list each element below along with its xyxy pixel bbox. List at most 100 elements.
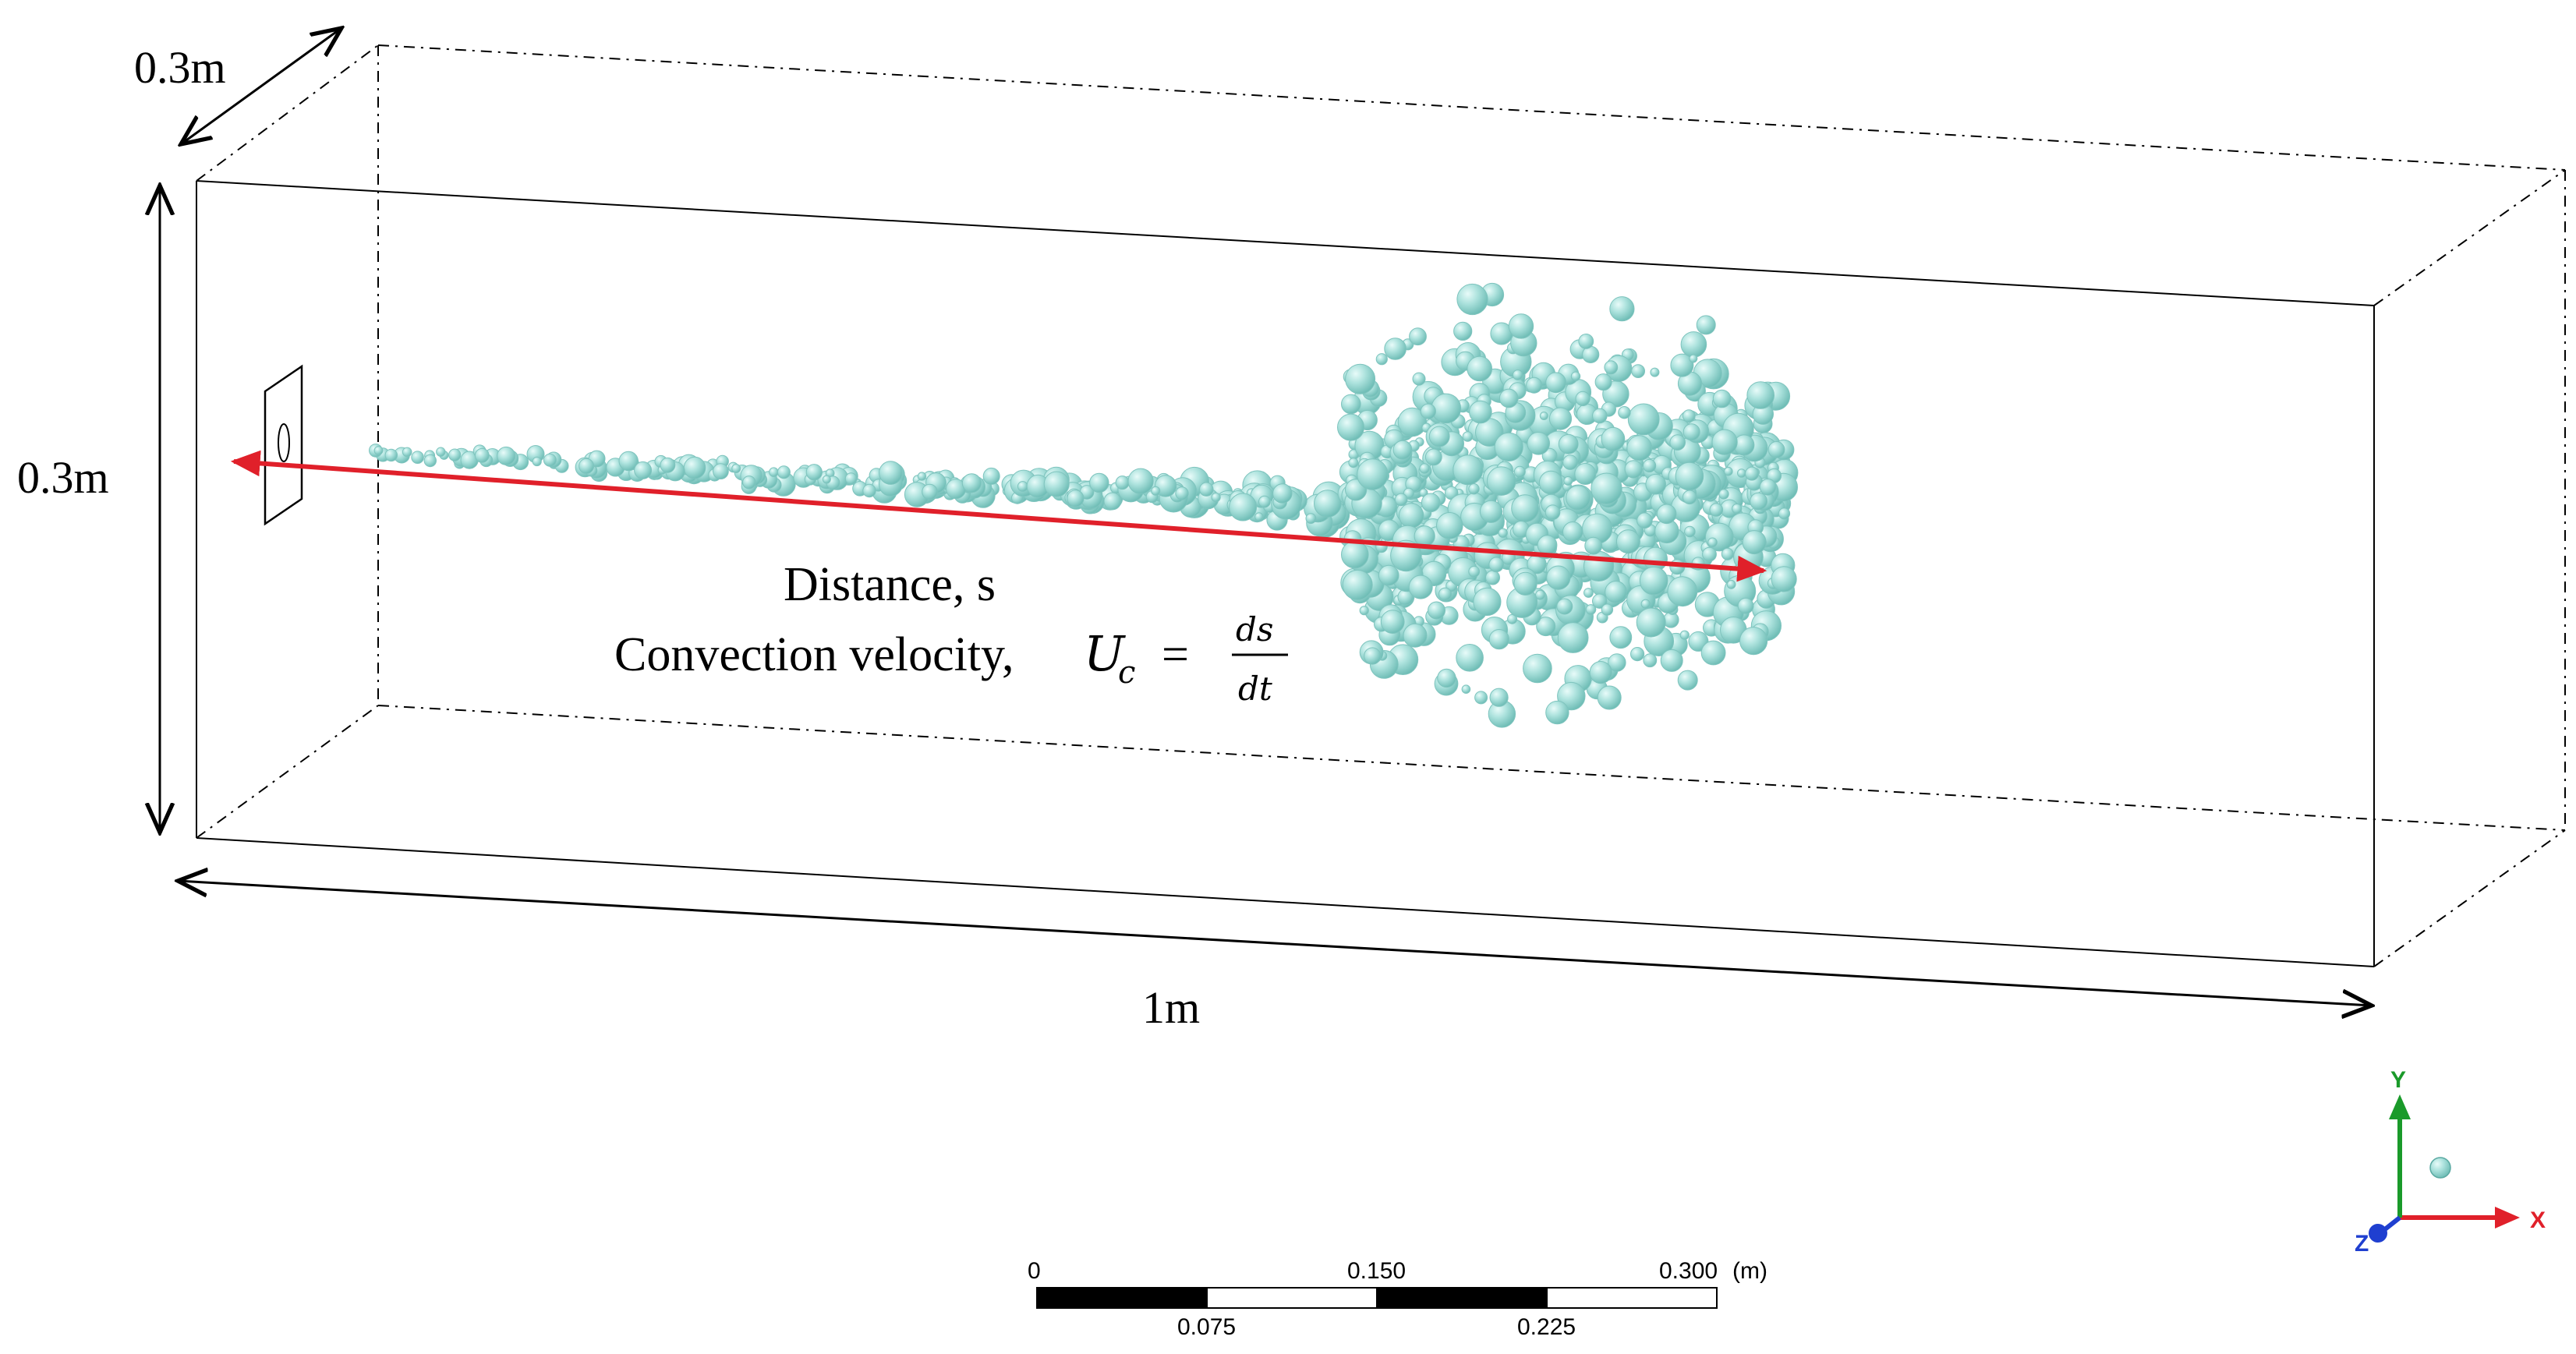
- bubble: [1089, 472, 1109, 493]
- bubble: [1615, 529, 1640, 554]
- scale-bar: 0 0.150 0.300 (m) 0.075 0.225: [1028, 1258, 1767, 1340]
- bubble: [1513, 571, 1537, 596]
- bubble: [1468, 483, 1480, 495]
- bubble: [1771, 566, 1797, 592]
- bubble: [1258, 495, 1271, 508]
- distance-label: Distance, s: [784, 558, 996, 611]
- bubble: [1589, 661, 1612, 684]
- bubble: [1512, 369, 1523, 380]
- depth-label: 0.3m: [134, 42, 226, 93]
- bubble: [1778, 507, 1791, 520]
- bubble: [1357, 458, 1389, 490]
- bubble: [777, 465, 791, 479]
- z-axis-label: Z: [2355, 1231, 2369, 1257]
- bubble: [1527, 432, 1550, 455]
- y-axis-label: Y: [2390, 1067, 2406, 1093]
- bubble: [1583, 588, 1594, 598]
- bubble: [634, 461, 653, 479]
- bubble: [1414, 525, 1435, 547]
- bubble: [1608, 653, 1626, 672]
- bubble: [1456, 644, 1484, 672]
- depth-arrow: [181, 28, 341, 144]
- bubble: [1486, 466, 1516, 496]
- velocity-subscript: c: [1118, 655, 1135, 691]
- bubble: [1563, 475, 1573, 486]
- bubble: [1683, 423, 1700, 441]
- bubble: [1474, 691, 1488, 705]
- scale-label-0: 0: [1028, 1258, 1041, 1284]
- bubble: [1438, 587, 1452, 601]
- convection-velocity-formula: Convection velocity, U c = ds dt: [614, 610, 1288, 708]
- bubble: [1513, 465, 1526, 478]
- bubble: [1545, 504, 1561, 521]
- bubble: [1453, 454, 1484, 486]
- bubble: [1384, 338, 1407, 360]
- bubble: [917, 472, 927, 481]
- bubble: [1712, 389, 1732, 408]
- length-arrow: [178, 881, 2372, 1006]
- bubble: [1631, 364, 1646, 379]
- bubble: [1597, 685, 1622, 710]
- bubble: [532, 456, 542, 467]
- scale-label-0225: 0.225: [1517, 1314, 1576, 1340]
- bubble: [1403, 623, 1428, 648]
- bubble: [1575, 391, 1591, 406]
- bubble: [579, 458, 595, 474]
- scale-segment-2: [1206, 1287, 1378, 1309]
- bubble: [1739, 627, 1768, 656]
- bubble: [1650, 367, 1660, 377]
- scale-label-0150: 0.150: [1347, 1258, 1406, 1284]
- fraction-numerator: ds: [1236, 610, 1273, 649]
- bubble: [1556, 598, 1573, 615]
- bubble: [373, 446, 384, 455]
- bubble: [1508, 313, 1534, 339]
- bubble: [1342, 569, 1373, 600]
- bubble: [1394, 493, 1408, 507]
- bubble: [742, 475, 756, 490]
- bubble: [1499, 388, 1519, 408]
- bubble: [1469, 400, 1492, 424]
- bubble: [1345, 363, 1376, 394]
- bubble: [1669, 434, 1686, 451]
- bubble: [1624, 460, 1644, 479]
- bubble: [1380, 610, 1405, 634]
- bubble: [1314, 490, 1342, 518]
- bubble: [1229, 493, 1258, 521]
- scale-segment-4: [1546, 1287, 1718, 1309]
- bubble: [1737, 597, 1754, 614]
- bubble: [1359, 606, 1369, 616]
- bubble: [1199, 482, 1214, 497]
- bubble: [1627, 403, 1660, 436]
- scale-unit: (m): [1732, 1258, 1767, 1284]
- bubble: [1680, 331, 1707, 358]
- dimension-arrows: [160, 28, 2372, 1006]
- velocity-symbol: U: [1084, 625, 1126, 682]
- bubble: [1453, 321, 1473, 341]
- bubble: [1682, 409, 1696, 422]
- bubble: [1637, 512, 1653, 529]
- bubble: [1545, 372, 1566, 394]
- bubble: [1498, 528, 1508, 538]
- bubble: [1399, 503, 1424, 529]
- length-label: 1m: [1142, 982, 1200, 1033]
- bubble: [1175, 486, 1189, 500]
- bubble: [1397, 407, 1428, 437]
- equals-sign: =: [1162, 628, 1189, 681]
- bubble: [1679, 630, 1690, 640]
- bubble: [402, 447, 412, 458]
- bubble: [1468, 565, 1481, 578]
- bubble: [961, 473, 982, 493]
- bubble: [1726, 579, 1736, 589]
- bubble: [1364, 647, 1382, 665]
- bubble: [1539, 412, 1548, 420]
- bubble: [862, 483, 876, 498]
- particle-legend-icon: [2429, 1157, 2451, 1179]
- bubble: [844, 472, 858, 485]
- bubble: [1428, 426, 1450, 447]
- scale-label-0075: 0.075: [1177, 1314, 1236, 1340]
- bubble: [1724, 466, 1733, 476]
- bubble: [1378, 564, 1399, 586]
- bubble: [1424, 448, 1442, 466]
- bubble: [1585, 604, 1597, 615]
